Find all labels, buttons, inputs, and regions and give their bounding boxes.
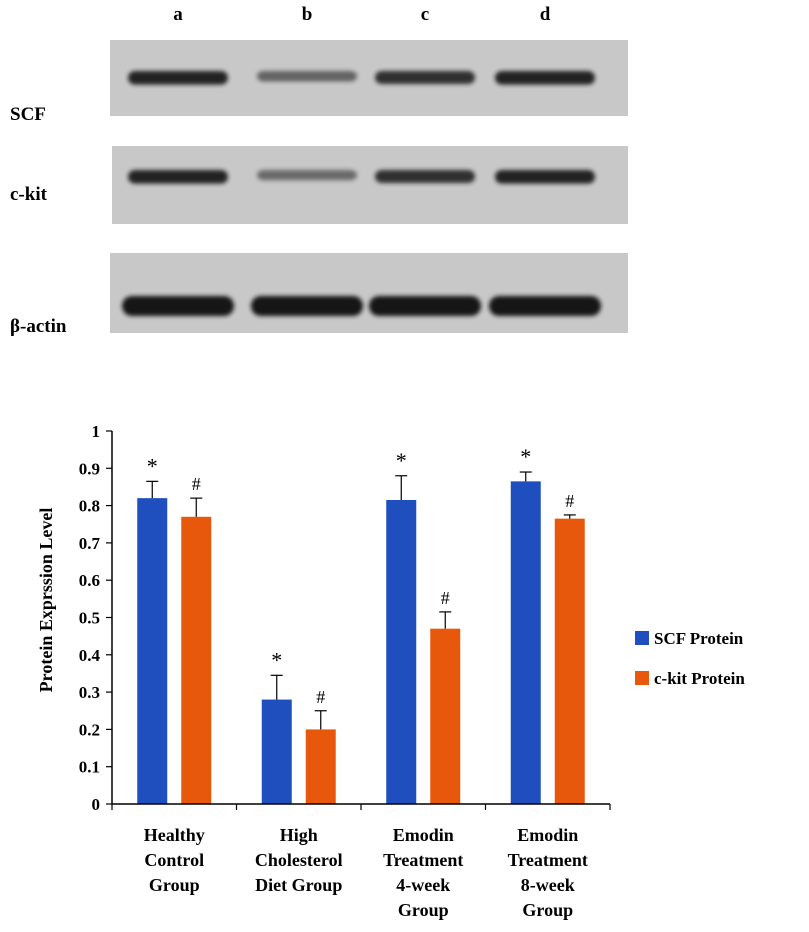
lane-label-c: c xyxy=(421,4,429,25)
blot-row-label: SCF xyxy=(10,104,46,125)
blot-band xyxy=(375,71,475,85)
blot-row-label: β-actin xyxy=(10,316,67,337)
significance-hash: # xyxy=(565,491,574,511)
x-category-line: Group xyxy=(149,875,200,895)
blot-membrane xyxy=(112,146,628,224)
x-category-line: Group xyxy=(522,900,573,920)
y-tick-label: 0 xyxy=(92,795,101,814)
western-blot-panel: a b c d SCF c-kit β-actin xyxy=(10,4,628,337)
y-tick-label: 1 xyxy=(92,422,101,441)
blot-row-label: c-kit xyxy=(10,184,48,205)
x-category-label: Emodin Treatment 4-week Group xyxy=(383,825,463,920)
legend-item: SCF Protein xyxy=(635,629,744,648)
legend-item: c-kit Protein xyxy=(635,669,745,688)
significance-asterisk: * xyxy=(520,444,531,469)
significance-hash: # xyxy=(441,588,450,608)
y-tick-label: 0.3 xyxy=(79,683,100,702)
blot-membrane xyxy=(110,253,628,333)
legend-swatch xyxy=(635,631,649,645)
x-category-line: Control xyxy=(144,850,204,870)
x-category-line: Diet Group xyxy=(255,875,342,895)
x-category-line: Group xyxy=(398,900,449,920)
bar xyxy=(554,518,585,804)
blot-band xyxy=(375,170,475,184)
bar xyxy=(261,699,292,804)
significance-hash: # xyxy=(316,687,325,707)
bar xyxy=(305,729,336,804)
x-category-line: Treatment xyxy=(508,850,588,870)
legend-swatch xyxy=(635,671,649,685)
bar xyxy=(510,481,541,804)
x-category-line: Treatment xyxy=(383,850,463,870)
series-scf: * * * * xyxy=(137,444,541,804)
y-tick-label: 0.1 xyxy=(79,758,100,777)
blot-band xyxy=(251,296,363,316)
bar-chart: Protein Exprssion Level * * * * # # # # 0 0.1 0.2… xyxy=(36,422,745,920)
y-tick-label: 0.7 xyxy=(79,534,101,553)
bar xyxy=(137,498,168,804)
blot-row-3: β-actin xyxy=(10,253,628,337)
lane-label-b: b xyxy=(302,4,313,25)
lane-label-d: d xyxy=(540,4,551,25)
blot-band xyxy=(128,170,228,184)
x-category-line: Cholesterol xyxy=(255,850,343,870)
blot-band xyxy=(128,71,228,85)
blot-row-2: c-kit xyxy=(10,146,628,224)
blot-band xyxy=(257,71,357,82)
blot-band xyxy=(489,296,601,316)
x-category-line: High xyxy=(280,825,318,845)
x-category-line: Emodin xyxy=(517,825,578,845)
y-tick-label: 0.4 xyxy=(79,646,101,665)
significance-asterisk: * xyxy=(396,448,407,473)
x-category-line: Emodin xyxy=(393,825,454,845)
y-tick-label: 0.9 xyxy=(79,459,100,478)
blot-band xyxy=(495,71,595,85)
legend-label: SCF Protein xyxy=(654,629,744,648)
x-category-line: 4-week xyxy=(396,875,450,895)
blot-band xyxy=(495,170,595,184)
lane-label-a: a xyxy=(173,4,183,25)
y-tick-label: 0.2 xyxy=(79,720,100,739)
blot-band xyxy=(257,170,357,181)
y-tick-label: 0.6 xyxy=(79,571,100,590)
x-category-line: Healthy xyxy=(144,825,205,845)
significance-asterisk: * xyxy=(271,647,282,672)
y-tick-label: 0.5 xyxy=(79,609,100,628)
x-category-line: 8-week xyxy=(521,875,575,895)
series-c-kit: # # # # xyxy=(181,474,585,804)
bar xyxy=(181,516,212,804)
bar xyxy=(430,628,461,804)
bar xyxy=(386,500,417,804)
y-tick-label: 0.8 xyxy=(79,497,100,516)
x-category-label: High Cholesterol Diet Group xyxy=(255,825,343,895)
x-category-label: Emodin Treatment 8-week Group xyxy=(508,825,588,920)
x-category-label: Healthy Control Group xyxy=(144,825,205,895)
y-axis-label: Protein Exprssion Level xyxy=(36,508,56,693)
blot-band xyxy=(122,296,234,316)
blot-row-1: SCF xyxy=(10,40,628,125)
blot-band xyxy=(369,296,481,316)
significance-asterisk: * xyxy=(147,453,158,478)
significance-hash: # xyxy=(192,474,201,494)
legend-label: c-kit Protein xyxy=(654,669,745,688)
